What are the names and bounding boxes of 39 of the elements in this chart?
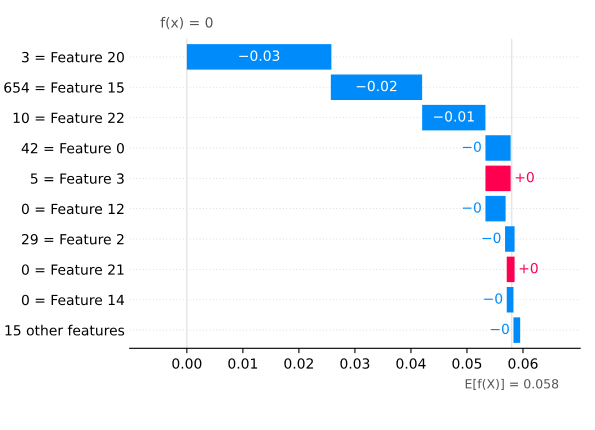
y-tick-label: 0 = Feature 14 [22,294,124,306]
bar [485,135,511,161]
y-tick-label: 5 = Feature 3 [30,173,124,184]
y-tick-label: 15 other features [6,324,124,336]
ref-line-label: f(x) = 0 [160,16,213,30]
y-tick-label: 0 = Feature 21 [22,264,124,275]
bar [422,104,486,130]
y-tick-label: 29 = Feature 2 [22,234,124,245]
data-label: −0 [482,232,501,244]
x-tick-label: 0.00 [172,358,202,369]
x-tick-label: 0.03 [340,358,370,369]
bar [513,317,520,343]
x-tick-label: 0.04 [396,358,426,369]
x-tick-label: 0.01 [228,358,258,369]
y-tick-label: 10 = Feature 22 [14,112,124,124]
data-label: +0 [520,262,538,274]
data-label: −0 [462,141,481,152]
bar [506,256,515,282]
ref-line-label: E[f(X)] = 0.058 [466,378,558,390]
y-tick-label: 42 = Feature 0 [22,142,124,154]
bar [330,74,422,100]
bar [505,226,515,252]
x-tick-label: 0.02 [284,358,313,369]
data-label: +0 [516,172,534,182]
x-tick-label: 0.05 [452,358,482,369]
data-label: −0.02 [356,80,396,92]
data-label: −0 [490,324,509,334]
y-tick-label: 3 = Feature 20 [22,52,124,62]
data-label: −0 [484,293,502,304]
bar [506,286,514,312]
x-tick-label: 0.06 [508,358,538,369]
y-tick-label: 654 = Feature 15 [4,82,124,93]
bar [485,196,506,222]
bar [485,166,511,192]
y-tick-label: 0 = Feature 12 [22,204,124,214]
bar [186,44,332,70]
data-label: −0.03 [239,50,280,61]
data-label: −0.01 [434,111,474,122]
data-label: −0 [462,202,481,213]
